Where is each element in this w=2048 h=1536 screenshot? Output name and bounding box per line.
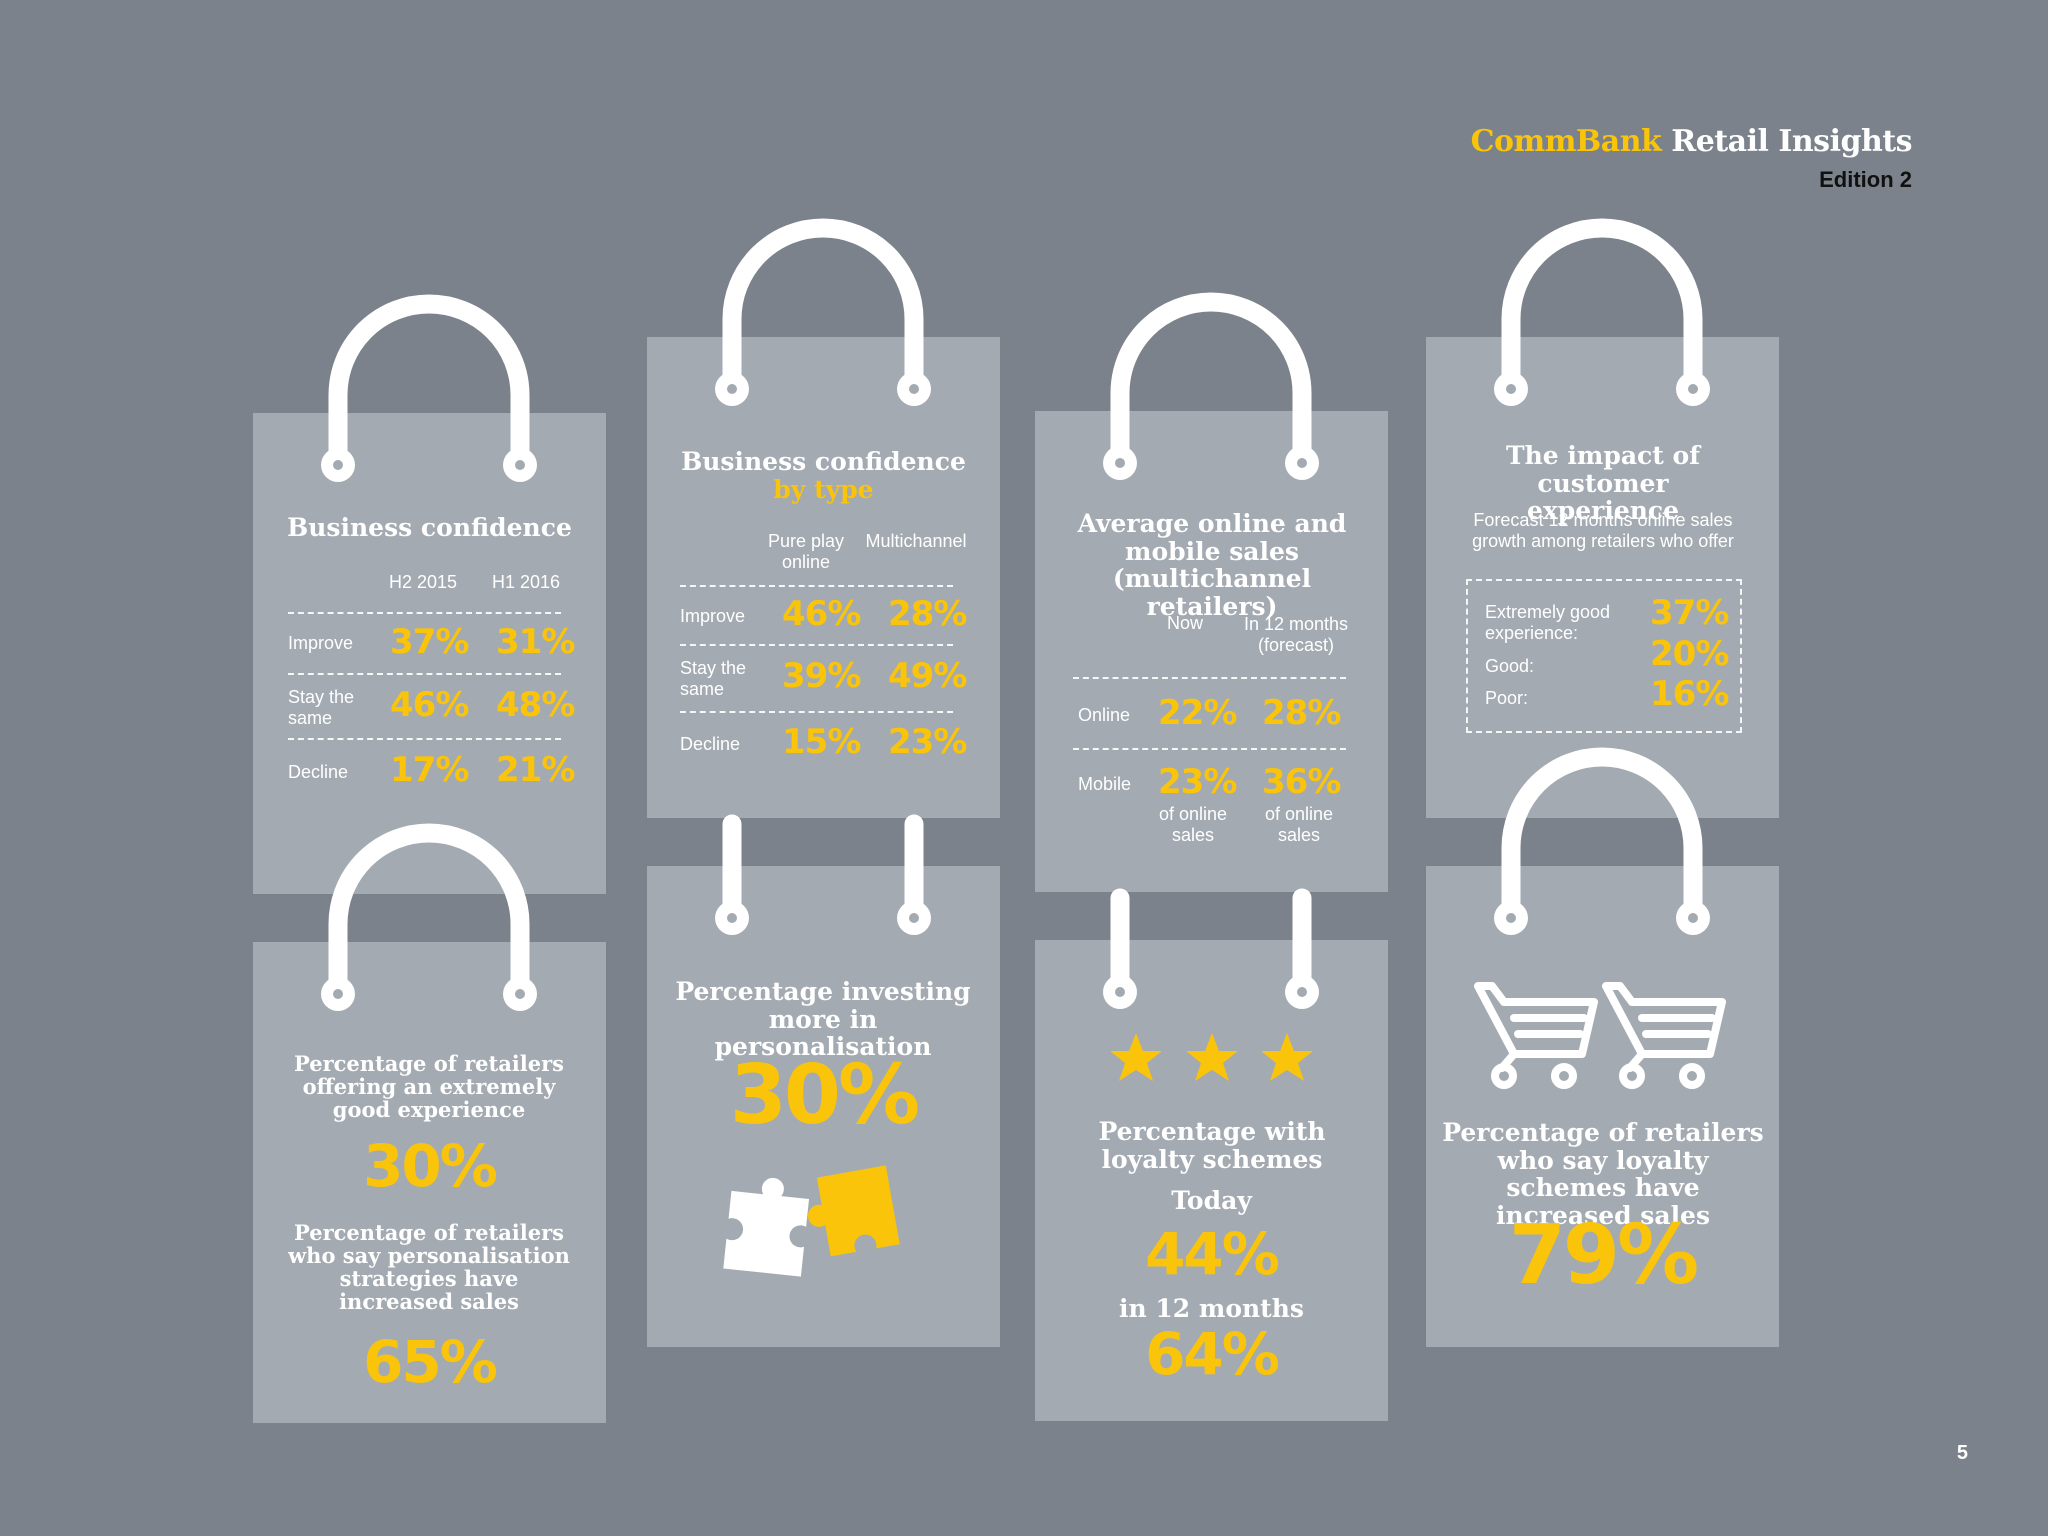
ce-value: 20% [1650,634,1729,674]
divider [288,673,561,675]
om-note: of online sales [1158,804,1228,845]
edition-label: Edition 2 [1819,167,1912,192]
by-type-subtitle: by type [773,474,874,504]
bt-row-decline: Decline [680,734,741,754]
personalisation-sales-label: Percentage of retailers who say personal… [288,1220,570,1315]
bag-confidence-by-type [647,337,1000,818]
investing-value: 30% [729,1048,920,1143]
bt-row-improve: Improve [680,606,746,626]
bc-col-h1-2016: H1 2016 [491,572,561,592]
personalisation-sales-value: 65% [363,1328,498,1396]
divider [680,585,953,587]
loyalty-sales-label: Percentage of retailers who say loyalty … [1442,1118,1764,1230]
online-mobile-title: Average online and mobile sales (multich… [1077,509,1347,621]
om-value: 36% [1262,762,1341,802]
bt-value: 39% [782,656,861,696]
bc-col-h2-2015: H2 2015 [388,572,458,592]
loyalty-label: Percentage with loyalty schemes [1098,1117,1326,1174]
puzzle-icon [723,1165,900,1277]
bt-value: 49% [888,656,967,696]
divider [680,644,953,646]
bc-value: 17% [390,750,469,790]
ce-row-extremely-good: Extremely good experience: [1485,602,1611,643]
shopping-cart-icon [1602,982,1726,1089]
business-confidence-title: Business confidence [287,513,572,542]
bt-value: 28% [888,594,967,634]
customer-experience-title: The impact of customer experience [1506,441,1700,525]
om-col-12-months: In 12 months (forecast) [1243,614,1349,655]
bag-loyalty-schemes [1035,940,1388,1421]
loyalty-sales-value: 79% [1508,1208,1699,1303]
experience-box [1466,579,1742,733]
om-row-mobile: Mobile [1078,774,1132,794]
bt-value: 23% [888,722,967,762]
customer-experience-subtitle: Forecast 12 months online sales growth a… [1472,510,1734,551]
by-type-title-line: Business confidence [681,447,966,476]
bag-experience-personalisation [253,942,606,1423]
divider [680,711,953,713]
ce-row-good: Good: [1485,656,1535,676]
investing-label: Percentage investing more in personalisa… [675,977,971,1061]
rating-stars [1110,1033,1313,1081]
loyalty-future-value: 64% [1145,1320,1280,1388]
experience-value: 30% [363,1132,498,1200]
divider [288,738,561,740]
star-icon [1261,1033,1313,1081]
bt-value: 46% [782,594,861,634]
star-icon [1110,1033,1162,1081]
brand-name-white: Retail Insights [1671,124,1912,159]
om-col-now: Now [1166,613,1203,633]
bc-row-improve: Improve [288,633,354,653]
om-row-online: Online [1078,705,1131,725]
bc-value: 31% [496,622,575,662]
loyalty-future-label: in 12 months [1119,1294,1304,1323]
bag-loyalty-sales [1426,866,1779,1347]
ce-value: 37% [1650,593,1729,633]
experience-label: Percentage of retailers offering an extr… [293,1051,565,1123]
divider [1073,677,1346,679]
bag-investing-personalisation [647,866,1000,1347]
bc-value: 21% [496,750,575,790]
bag-business-confidence [253,413,606,894]
bag-online-mobile [1035,411,1388,892]
page-number: 5 [1956,1442,1968,1464]
bc-value: 48% [496,685,575,725]
divider [288,612,561,614]
ce-value: 16% [1650,674,1729,714]
bc-value: 46% [390,685,469,725]
loyalty-today-value: 44% [1145,1220,1280,1288]
by-type-title: Business confidence by type [647,448,1000,503]
shopping-carts [1474,982,1726,1089]
bt-row-stay: Stay the same [680,658,747,699]
brand-title: CommBank Retail Insights [1470,124,1913,159]
om-value: 23% [1158,762,1237,802]
om-value: 28% [1262,693,1341,733]
bc-row-decline: Decline [288,762,349,782]
star-icon [1186,1033,1238,1081]
om-value: 22% [1158,693,1237,733]
shopping-cart-icon [1474,982,1598,1089]
bt-col-pure-play: Pure play online [767,531,845,572]
bc-row-stay: Stay the same [288,687,355,728]
bc-value: 37% [390,622,469,662]
bt-col-multichannel: Multichannel [865,531,967,551]
divider [1073,748,1346,750]
bag-customer-experience [1426,337,1779,818]
brand-header: CommBank Retail Insights Edition 2 [1470,124,1913,193]
om-note: of online sales [1264,804,1334,845]
ce-row-poor: Poor: [1485,688,1529,708]
bt-value: 15% [782,722,861,762]
brand-name-yellow: CommBank [1470,124,1662,159]
loyalty-today-label: Today [1171,1186,1252,1215]
